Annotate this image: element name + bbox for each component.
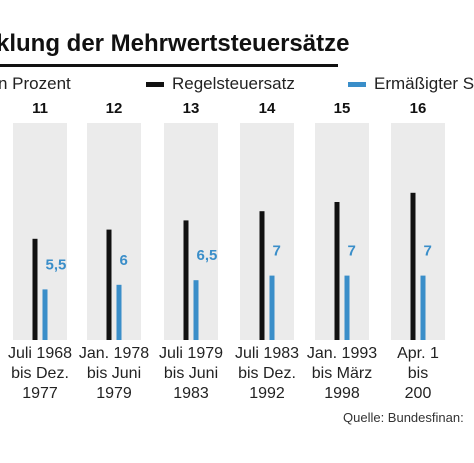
ermaessigt-value-label: 6 [120, 252, 128, 269]
period-background [391, 123, 445, 340]
period-label-line: Jan. 1993 [307, 345, 377, 362]
period-label-line: 1992 [249, 385, 285, 402]
period-label-line: Jan. 1978 [79, 345, 149, 362]
ermaessigt-bar [42, 289, 48, 340]
regelsteuersatz-value-label: 14 [259, 100, 276, 117]
ermaessigt-bar [269, 275, 275, 340]
ermaessigt-bar [344, 275, 350, 340]
chart-title: klung der Mehrwertsteuersätze [0, 30, 350, 57]
legend-label-regel: Regelsteuersatz [172, 74, 295, 93]
ermaessigt-value-label: 7 [424, 243, 432, 260]
regelsteuersatz-bar [259, 211, 265, 340]
period-background [315, 123, 369, 340]
period-label-line: 1979 [96, 385, 132, 402]
period-label-line: 200 [405, 385, 432, 402]
regelsteuersatz-bar [334, 202, 340, 340]
ermaessigt-value-label: 6,5 [197, 247, 218, 264]
ermaessigt-bar [116, 284, 122, 340]
regelsteuersatz-value-label: 12 [106, 100, 123, 117]
period-label-line: Juli 1968 [8, 345, 72, 362]
legend-swatch-regel [146, 82, 164, 87]
regelsteuersatz-value-label: 11 [32, 100, 48, 117]
period-label-line: Juli 1983 [235, 345, 299, 362]
regelsteuersatz-value-label: 16 [410, 100, 427, 117]
legend-swatch-ermaessigt [348, 82, 366, 87]
ermaessigt-value-label: 5,5 [46, 256, 67, 273]
title-rule [0, 64, 338, 67]
regelsteuersatz-bar [106, 229, 112, 340]
regelsteuersatz-bar [410, 192, 416, 340]
period-background [240, 123, 294, 340]
regelsteuersatz-value-label: 15 [334, 100, 351, 117]
period-label-line: 1977 [22, 385, 58, 402]
period-label-line: Juli 1979 [159, 345, 223, 362]
period-background [13, 123, 67, 340]
period-background [87, 123, 141, 340]
regelsteuersatz-bar [32, 238, 38, 340]
period-label-line: 1998 [324, 385, 360, 402]
regelsteuersatz-value-label: 13 [183, 100, 200, 117]
period-label-line: bis Dez. [11, 365, 69, 382]
ermaessigt-bar [193, 280, 199, 340]
ermaessigt-bar [420, 275, 426, 340]
legend-label-ermaessigt: Ermäßigter S [374, 74, 474, 93]
period-label-line: Apr. 1 [397, 345, 439, 362]
period-background [164, 123, 218, 340]
regelsteuersatz-bar [183, 220, 189, 340]
period-label-line: bis Juni [164, 365, 218, 382]
period-label-line: bis [408, 365, 428, 382]
period-label-line: bis März [312, 365, 372, 382]
source-note: Quelle: Bundesfinan: [343, 410, 464, 425]
ermaessigt-value-label: 7 [273, 243, 281, 260]
period-label-line: 1983 [173, 385, 209, 402]
ermaessigt-value-label: 7 [348, 243, 356, 260]
period-label-line: bis Dez. [238, 365, 296, 382]
legend-unit-label: n Prozent [0, 74, 71, 93]
period-label-line: bis Juni [87, 365, 141, 382]
